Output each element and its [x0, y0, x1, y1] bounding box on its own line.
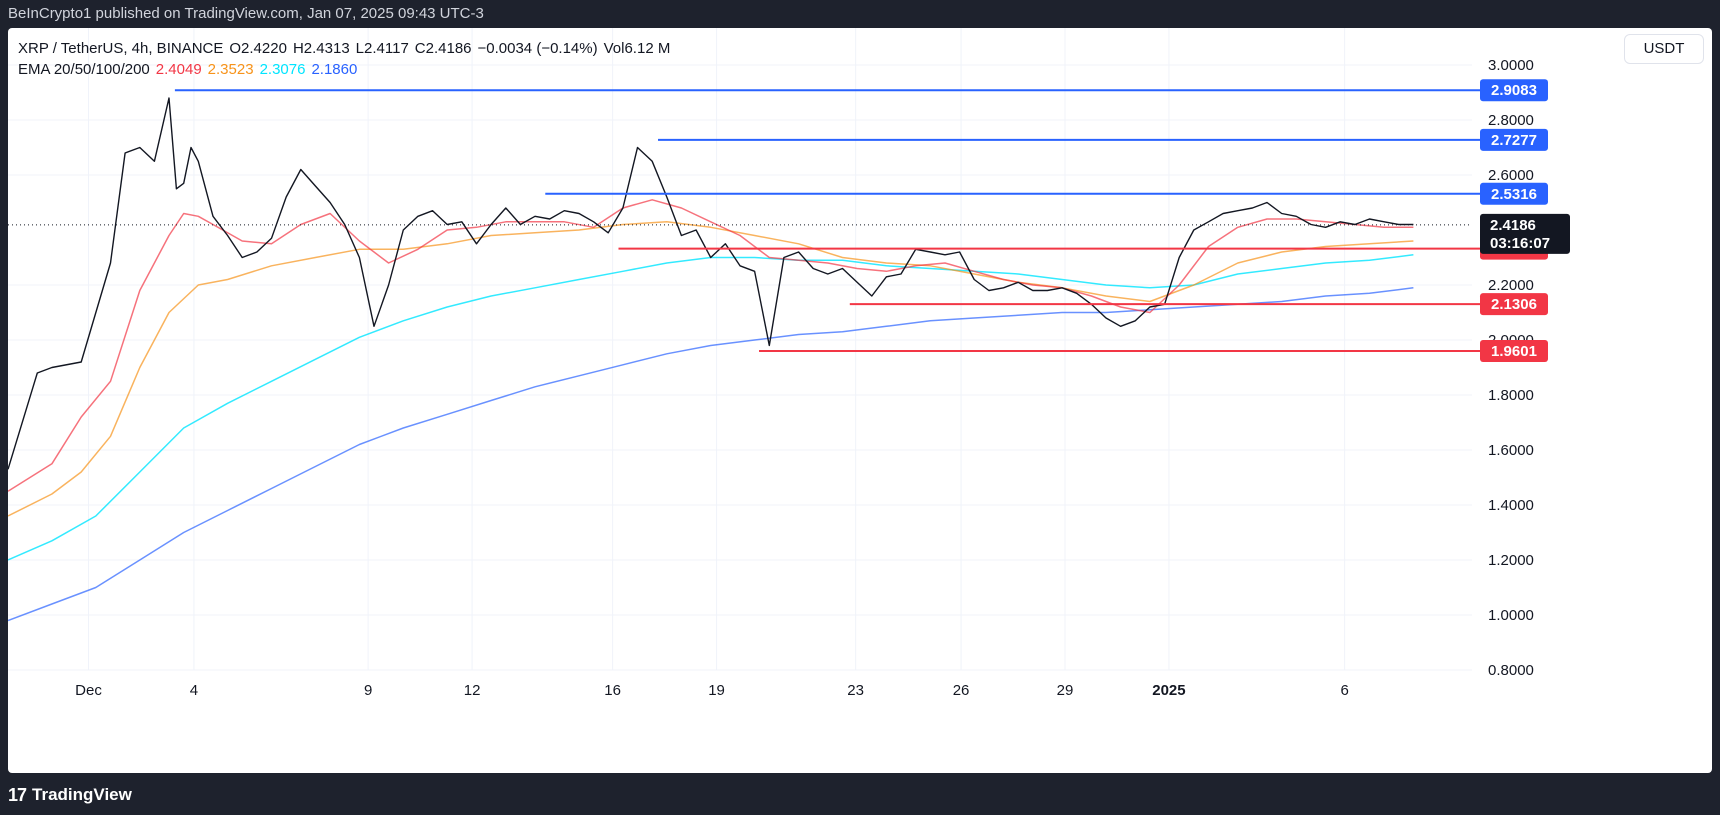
- series-line-ema20: [8, 199, 1414, 492]
- level-badge: [1480, 79, 1548, 102]
- ema-row: EMA 20/50/100/200 2.4049 2.3523 2.3076 2…: [18, 59, 670, 80]
- y-tick-label: 3.0000: [1488, 57, 1534, 74]
- chart-frame[interactable]: 3.00002.80002.60002.20002.00001.80001.60…: [8, 28, 1712, 773]
- y-tick-label: 0.8000: [1488, 662, 1534, 679]
- level-badge: [1480, 339, 1548, 362]
- x-tick-label: 2025: [1152, 682, 1185, 699]
- level-badge-label: 2.1306: [1491, 296, 1537, 313]
- x-tick-label: 16: [604, 682, 621, 699]
- ema-label[interactable]: EMA 20/50/100/200: [18, 61, 150, 78]
- tradingview-logo-icon: 17: [8, 785, 27, 805]
- brand-text: TradingView: [32, 785, 132, 804]
- close-label: C: [414, 40, 426, 57]
- x-tick-label: Dec: [75, 682, 102, 699]
- x-tick-label: 23: [847, 682, 864, 699]
- x-tick-label: 29: [1057, 682, 1074, 699]
- ema100-value: 2.3076: [259, 61, 306, 78]
- ema20-value: 2.4049: [155, 61, 202, 78]
- high-label: H: [292, 40, 304, 57]
- y-tick-label: 1.8000: [1488, 387, 1534, 404]
- price-chart[interactable]: 3.00002.80002.60002.20002.00001.80001.60…: [8, 28, 1712, 773]
- chart-legend: XRP / TetherUS, 4h, BINANCE O2.4220 H2.4…: [18, 38, 670, 80]
- currency-button[interactable]: USDT: [1624, 34, 1704, 64]
- open-value: 2.4220: [241, 40, 287, 57]
- level-badge-label: 2.9083: [1491, 82, 1537, 99]
- ema200-value: 2.1860: [311, 61, 358, 78]
- level-badge: [1480, 128, 1548, 151]
- level-badge-label: 2.7277: [1491, 132, 1537, 149]
- level-badge-label: 1.9601: [1491, 343, 1537, 360]
- y-tick-label: 2.8000: [1488, 112, 1534, 129]
- series-line-ema200: [8, 287, 1414, 622]
- y-tick-label: 1.0000: [1488, 607, 1534, 624]
- x-tick-label: 12: [464, 682, 481, 699]
- candle-countdown: 03:16:07: [1490, 235, 1550, 252]
- ohlc-row: XRP / TetherUS, 4h, BINANCE O2.4220 H2.4…: [18, 38, 670, 59]
- x-tick-label: 26: [953, 682, 970, 699]
- change-value: −0.0034 (−0.14%): [477, 40, 598, 57]
- volume-value: 6.12 M: [624, 40, 671, 57]
- tradingview-brand[interactable]: 17 TradingView: [8, 775, 132, 815]
- publish-line: BeInCrypto1 published on TradingView.com…: [8, 5, 484, 22]
- open-label: O: [229, 40, 242, 57]
- y-tick-label: 2.6000: [1488, 167, 1534, 184]
- footer-bar: 17 TradingView: [0, 775, 1720, 815]
- ema50-value: 2.3523: [207, 61, 254, 78]
- low-label: L: [355, 40, 365, 57]
- series-line-ema50: [8, 221, 1414, 517]
- level-badge: [1480, 182, 1548, 205]
- x-tick-label: 6: [1340, 682, 1348, 699]
- y-tick-label: 1.6000: [1488, 442, 1534, 459]
- close-value: 2.4186: [425, 40, 472, 57]
- series-line-close: [8, 97, 1414, 470]
- current-price-badge: [1480, 213, 1570, 254]
- current-price-label: 2.4186: [1490, 217, 1536, 234]
- y-tick-label: 2.2000: [1488, 277, 1534, 294]
- x-tick-label: 9: [364, 682, 372, 699]
- publish-header: BeInCrypto1 published on TradingView.com…: [0, 0, 1720, 28]
- low-value: 2.4117: [364, 40, 409, 57]
- level-badge-label: 2.5316: [1491, 186, 1537, 203]
- symbol-label[interactable]: XRP / TetherUS, 4h, BINANCE: [18, 40, 224, 57]
- x-tick-label: 19: [708, 682, 725, 699]
- high-value: 2.4313: [303, 40, 350, 57]
- volume-label: Vol: [603, 40, 625, 57]
- y-tick-label: 1.4000: [1488, 497, 1534, 514]
- y-tick-label: 1.2000: [1488, 552, 1534, 569]
- level-badge: [1480, 293, 1548, 316]
- x-tick-label: 4: [190, 682, 198, 699]
